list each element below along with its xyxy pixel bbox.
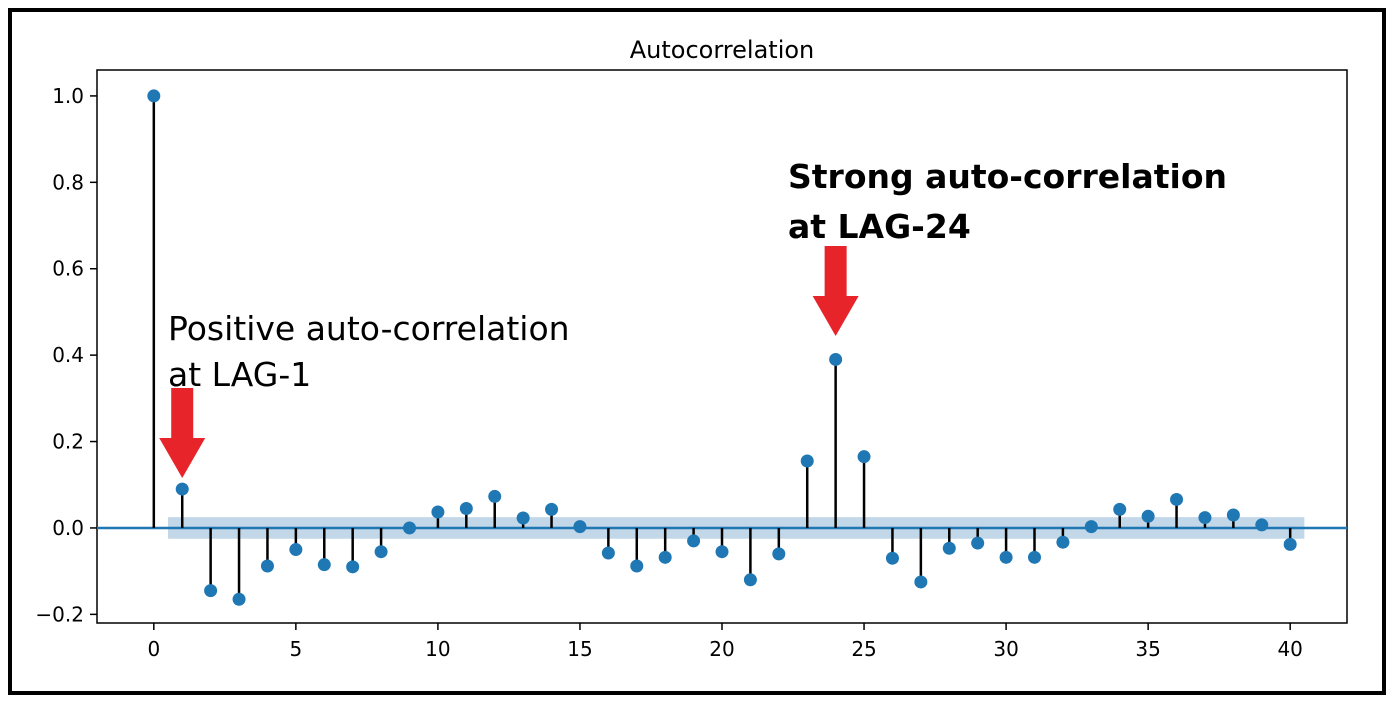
annotation-lag-1: Positive auto-correlation at LAG-1 (168, 309, 570, 394)
image-frame (8, 8, 1386, 695)
arrow-lag-24 (812, 246, 859, 336)
marker-lag-13 (516, 511, 530, 525)
marker-lag-22 (772, 547, 786, 561)
annotation-lag-24: Strong auto-correlation at LAG-24 (788, 157, 1227, 246)
marker-lag-15 (573, 520, 587, 534)
marker-lag-20 (715, 545, 729, 559)
marker-lag-38 (1226, 508, 1240, 522)
marker-lag-25 (857, 450, 871, 464)
y-tick-label-0: −0.2 (35, 602, 84, 626)
y-tick-label-4: 0.6 (52, 257, 84, 281)
marker-lag-34 (1113, 502, 1127, 516)
marker-lag-10 (431, 505, 445, 519)
y-tick-label-3: 0.4 (52, 343, 84, 367)
y-tick-label-2: 0.2 (52, 430, 84, 454)
marker-lag-16 (601, 546, 615, 560)
marker-lag-19 (687, 534, 701, 548)
chart-title: Autocorrelation (630, 36, 815, 64)
marker-lag-37 (1198, 511, 1212, 525)
marker-lag-24 (829, 352, 843, 366)
marker-lag-12 (488, 489, 502, 503)
marker-lag-28 (942, 541, 956, 555)
x-tick-label-10: 10 (425, 637, 450, 661)
marker-lag-23 (800, 454, 814, 468)
marker-lag-29 (971, 536, 985, 550)
marker-lag-17 (630, 559, 644, 573)
marker-lag-27 (914, 575, 928, 589)
marker-lag-36 (1170, 492, 1184, 506)
y-tick-label-1: 0.0 (52, 516, 84, 540)
y-tick-label-6: 1.0 (52, 84, 84, 108)
marker-lag-8 (374, 545, 388, 559)
marker-lag-3 (232, 592, 246, 606)
marker-lag-32 (1056, 535, 1070, 549)
marker-lag-5 (289, 543, 303, 557)
marker-lag-6 (317, 558, 331, 572)
marker-lag-4 (260, 559, 274, 573)
arrow-lag-1 (159, 388, 206, 478)
marker-lag-2 (204, 584, 218, 598)
marker-lag-7 (346, 560, 360, 574)
x-tick-label-30: 30 (993, 637, 1018, 661)
x-tick-label-40: 40 (1277, 637, 1302, 661)
marker-lag-40 (1283, 537, 1297, 551)
y-tick-label-5: 0.8 (52, 170, 84, 194)
x-tick-label-5: 5 (289, 637, 302, 661)
x-tick-label-20: 20 (709, 637, 734, 661)
marker-lag-21 (743, 573, 757, 587)
x-tick-label-15: 15 (567, 637, 592, 661)
marker-lag-31 (1028, 550, 1041, 564)
marker-lag-39 (1255, 518, 1269, 532)
marker-lag-9 (403, 521, 416, 535)
marker-lag-26 (885, 551, 899, 565)
marker-lag-0 (147, 89, 161, 103)
marker-lag-14 (545, 502, 559, 516)
x-tick-label-25: 25 (851, 637, 876, 661)
marker-lag-30 (999, 550, 1013, 564)
marker-lag-11 (459, 502, 473, 516)
marker-lag-18 (658, 550, 672, 564)
x-tick-label-35: 35 (1135, 637, 1160, 661)
marker-lag-33 (1084, 520, 1098, 534)
marker-lag-1 (175, 482, 189, 496)
x-tick-label-0: 0 (147, 637, 160, 661)
marker-lag-35 (1141, 509, 1155, 523)
